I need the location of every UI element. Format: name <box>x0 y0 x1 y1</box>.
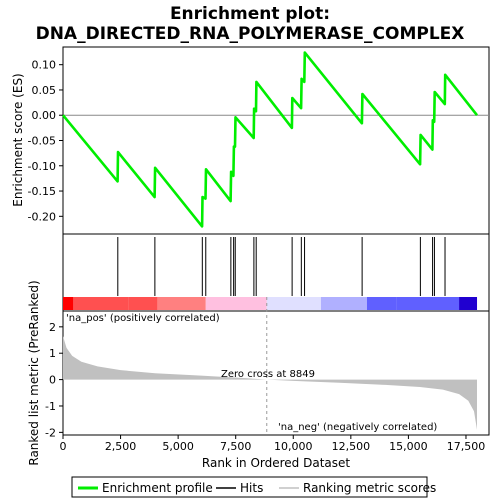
chart-title-line1: Enrichment plot: <box>170 4 330 24</box>
metric-ylabel: Ranked list metric (PreRanked) <box>27 280 41 465</box>
x-axis-ticks: 0 2,500 5,000 7,500 10,000 12,500 15,000 17,500 <box>60 435 486 453</box>
hits-panel <box>62 233 490 312</box>
metric-panel: 2 1 0 -1 -2 'na_pos' (positively correlated)… <box>27 280 490 466</box>
rank-bar-segment <box>320 297 367 310</box>
es-ytick-label: -0.15 <box>28 185 56 198</box>
x-tick-label: 7,500 <box>220 440 252 453</box>
es-yticks: 0.10 0.05 0.00 -0.05 -0.10 -0.15 -0.20 <box>28 59 63 223</box>
legend-label-metric: Ranking metric scores <box>303 481 436 495</box>
x-tick-label: 5,000 <box>162 440 194 453</box>
rank-bar-segment <box>128 297 158 310</box>
rank-color-bar <box>63 297 478 310</box>
rank-bar-segment <box>73 297 129 310</box>
x-axis-label: Rank in Ordered Dataset <box>202 456 350 470</box>
hits-group <box>117 237 446 296</box>
es-ytick-label: 0.00 <box>32 109 57 122</box>
es-ytick-label: -0.20 <box>28 210 56 223</box>
metric-ytick-label: -1 <box>45 400 56 413</box>
legend-label-enrichment: Enrichment profile <box>102 481 213 495</box>
es-ytick-label: 0.10 <box>32 59 57 72</box>
zero-cross-label: Zero cross at 8849 <box>221 369 315 380</box>
es-ytick-label: -0.05 <box>28 135 56 148</box>
legend-label-hits: Hits <box>240 481 263 495</box>
metric-yticks: 2 1 0 -1 -2 <box>45 321 63 439</box>
rank-bar-segment <box>396 297 460 310</box>
es-ylabel: Enrichment score (ES) <box>11 73 25 206</box>
metric-ytick-label: 1 <box>49 347 56 360</box>
es-panel: 0.10 0.05 0.00 -0.05 -0.10 -0.15 -0.20 Enrichm… <box>11 46 490 235</box>
x-tick-label: 12,500 <box>332 440 371 453</box>
rank-bar-segment <box>266 297 321 310</box>
rank-bar-segment <box>63 297 74 310</box>
legend: Enrichment profile Hits Ranking metric s… <box>71 476 436 498</box>
x-tick-label: 17,500 <box>447 440 486 453</box>
es-ytick-label: 0.05 <box>32 84 57 97</box>
metric-ytick-label: 2 <box>49 321 56 334</box>
x-tick-label: 2,500 <box>105 440 137 453</box>
pos-correlated-label: 'na_pos' (positively correlated) <box>66 313 220 324</box>
chart-title-line2: DNA_DIRECTED_RNA_POLYMERASE_COMPLEX <box>36 24 465 44</box>
neg-correlated-label: 'na_neg' (negatively correlated) <box>278 422 437 433</box>
metric-ytick-label: 0 <box>49 374 56 387</box>
x-tick-label: 10,000 <box>274 440 313 453</box>
rank-bar-segment <box>366 297 397 310</box>
rank-bar-segment <box>459 297 478 310</box>
x-tick-label: 0 <box>60 440 67 453</box>
ranking-metric-area <box>63 336 477 430</box>
es-ytick-label: -0.10 <box>28 160 56 173</box>
legend-box <box>71 476 428 498</box>
rank-bar-segment <box>205 297 267 310</box>
rank-bar-segment <box>157 297 206 310</box>
enrichment-profile-line <box>61 51 479 228</box>
x-tick-label: 15,000 <box>389 440 428 453</box>
es-panel-frame <box>62 46 490 235</box>
metric-ytick-label: -2 <box>45 426 56 439</box>
